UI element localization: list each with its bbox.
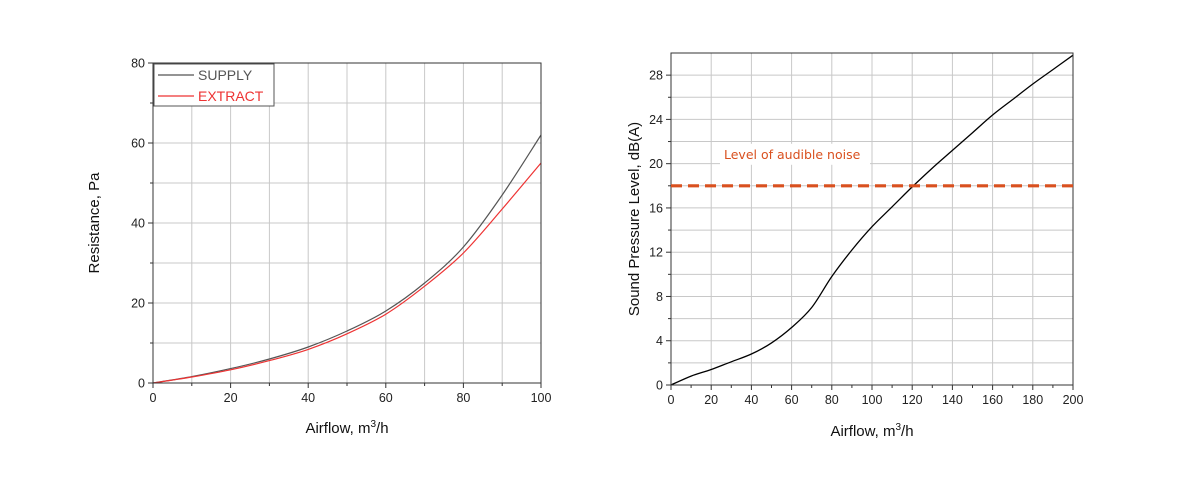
series-line-extract	[152, 162, 542, 384]
x-tick-label: 120	[902, 393, 923, 407]
x-tick-label: 100	[531, 391, 552, 405]
resistance-ticks: 0 20 40 60 80 100 0 20 40 60 80	[131, 57, 551, 406]
y-tick-label: 80	[131, 57, 145, 71]
y-tick-label: 8	[656, 290, 663, 304]
x-tick-label: 0	[150, 391, 157, 405]
sound-level-y-axis-label: Sound Pressure Level, dB(A)	[626, 122, 643, 316]
y-tick-label: 40	[131, 217, 145, 231]
y-tick-label: 12	[649, 246, 663, 260]
x-axis-label-superscript: 3	[370, 419, 376, 430]
legend-box	[153, 63, 275, 107]
resistance-chart: 0 20 40 60 80 100 0 20 40 60 80 SUPPLY EXTRACT Resi…	[86, 57, 551, 438]
y-tick-label: 20	[649, 157, 663, 171]
x-axis-label-main: Airflow, m	[830, 423, 895, 440]
sound-level-ticks: 0 20 40 60 80 100 120 140 160 180 200 0 4 8 12 16 20 24 28	[649, 69, 1083, 407]
y-tick-label: 20	[131, 297, 145, 311]
x-tick-label: 200	[1063, 393, 1084, 407]
legend-label-extract: EXTRACT	[198, 88, 264, 104]
x-tick-label: 160	[982, 393, 1003, 407]
resistance-y-axis-label: Resistance, Pa	[86, 172, 103, 274]
y-tick-label: 24	[649, 113, 663, 127]
x-tick-label: 20	[704, 393, 718, 407]
audible-noise-label-background	[720, 143, 870, 165]
legend-label-supply: SUPPLY	[198, 67, 253, 83]
audible-noise-label: Level of audible noise	[724, 147, 861, 162]
x-tick-label: 60	[785, 393, 799, 407]
sound-level-chart: 0 20 40 60 80 100 120 140 160 180 200 0 4 8 12 16 20 24 28…	[626, 52, 1083, 440]
x-tick-label: 80	[456, 391, 470, 405]
x-tick-label: 180	[1022, 393, 1043, 407]
x-tick-label: 60	[379, 391, 393, 405]
resistance-grid	[153, 63, 541, 383]
y-tick-label: 0	[656, 379, 663, 393]
x-tick-label: 0	[668, 393, 675, 407]
x-axis-label-superscript: 3	[895, 422, 901, 433]
resistance-x-axis-label: Airflow, m3/h	[305, 419, 388, 437]
series-line-supply	[152, 134, 542, 384]
x-tick-label: 80	[825, 393, 839, 407]
x-tick-label: 140	[942, 393, 963, 407]
y-tick-label: 60	[131, 137, 145, 151]
y-tick-label: 28	[649, 69, 663, 83]
sound-level-grid	[671, 53, 1073, 385]
x-tick-label: 40	[301, 391, 315, 405]
resistance-series	[152, 134, 542, 384]
series-line-sound-level	[670, 54, 1074, 386]
resistance-legend: SUPPLY EXTRACT	[153, 63, 275, 107]
y-tick-label: 16	[649, 201, 663, 215]
y-tick-label: 4	[656, 334, 663, 348]
x-tick-label: 40	[744, 393, 758, 407]
y-tick-label: 0	[138, 377, 145, 391]
x-axis-label-tail: /h	[901, 423, 914, 440]
x-axis-label-main: Airflow, m	[305, 420, 370, 437]
x-axis-label-tail: /h	[376, 420, 389, 437]
sound-level-x-axis-label: Airflow, m3/h	[830, 422, 913, 440]
x-tick-label: 20	[224, 391, 238, 405]
x-tick-label: 100	[862, 393, 883, 407]
sound-level-series	[670, 54, 1074, 386]
